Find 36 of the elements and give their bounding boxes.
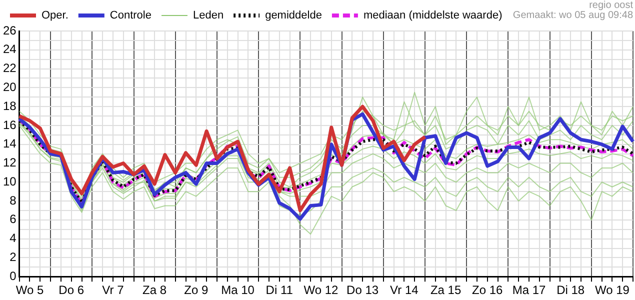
- x-tick-label: Wo 5: [16, 283, 44, 298]
- x-tick-label: Wo 12: [304, 283, 339, 298]
- y-tick-label: 26: [2, 23, 17, 38]
- y-tick-label: 6: [10, 212, 17, 226]
- y-tick-label: 0: [10, 268, 17, 283]
- y-tick-label: 18: [2, 98, 17, 113]
- x-tick-label: Za 8: [142, 283, 167, 298]
- text: Gemaakt: wo 05 aug 09:48: [512, 10, 634, 21]
- legend-label: mediaan (middelste waarde): [363, 10, 502, 22]
- y-tick-label: 20: [2, 80, 17, 94]
- x-tick-label: Zo 16: [472, 283, 504, 298]
- x-tick-label: Do 13: [346, 283, 379, 298]
- x-tick-label: Vr 14: [390, 283, 419, 298]
- text: regio oost: [589, 0, 634, 11]
- y-tick-label: 8: [10, 193, 17, 208]
- y-tick-label: 4: [10, 231, 17, 246]
- legend-label: Controle: [110, 10, 152, 22]
- y-tick-label: 10: [2, 174, 17, 188]
- y-tick-label: 16: [2, 118, 17, 132]
- legend-label: Oper.: [42, 10, 68, 22]
- legend-label: Leden: [192, 10, 224, 22]
- x-tick-label: Di 18: [556, 283, 585, 298]
- x-tick-label: Ma 17: [512, 283, 546, 298]
- y-tick-label: 14: [2, 136, 17, 151]
- x-tick-label: Vr 7: [102, 283, 124, 298]
- legend-label: gemiddelde: [265, 10, 322, 22]
- x-tick-label: Zo 9: [184, 283, 208, 298]
- x-tick-label: Wo 19: [594, 283, 630, 298]
- x-tick-label: Di 11: [266, 283, 294, 298]
- x-tick-label: Ma 10: [221, 283, 255, 298]
- y-tick-label: 2: [10, 250, 17, 264]
- y-tick-label: 12: [2, 156, 17, 170]
- x-tick-label: Za 15: [430, 283, 462, 298]
- y-tick-label: 22: [2, 61, 17, 76]
- x-tick-label: Do 6: [58, 283, 84, 298]
- y-tick-label: 24: [2, 42, 17, 56]
